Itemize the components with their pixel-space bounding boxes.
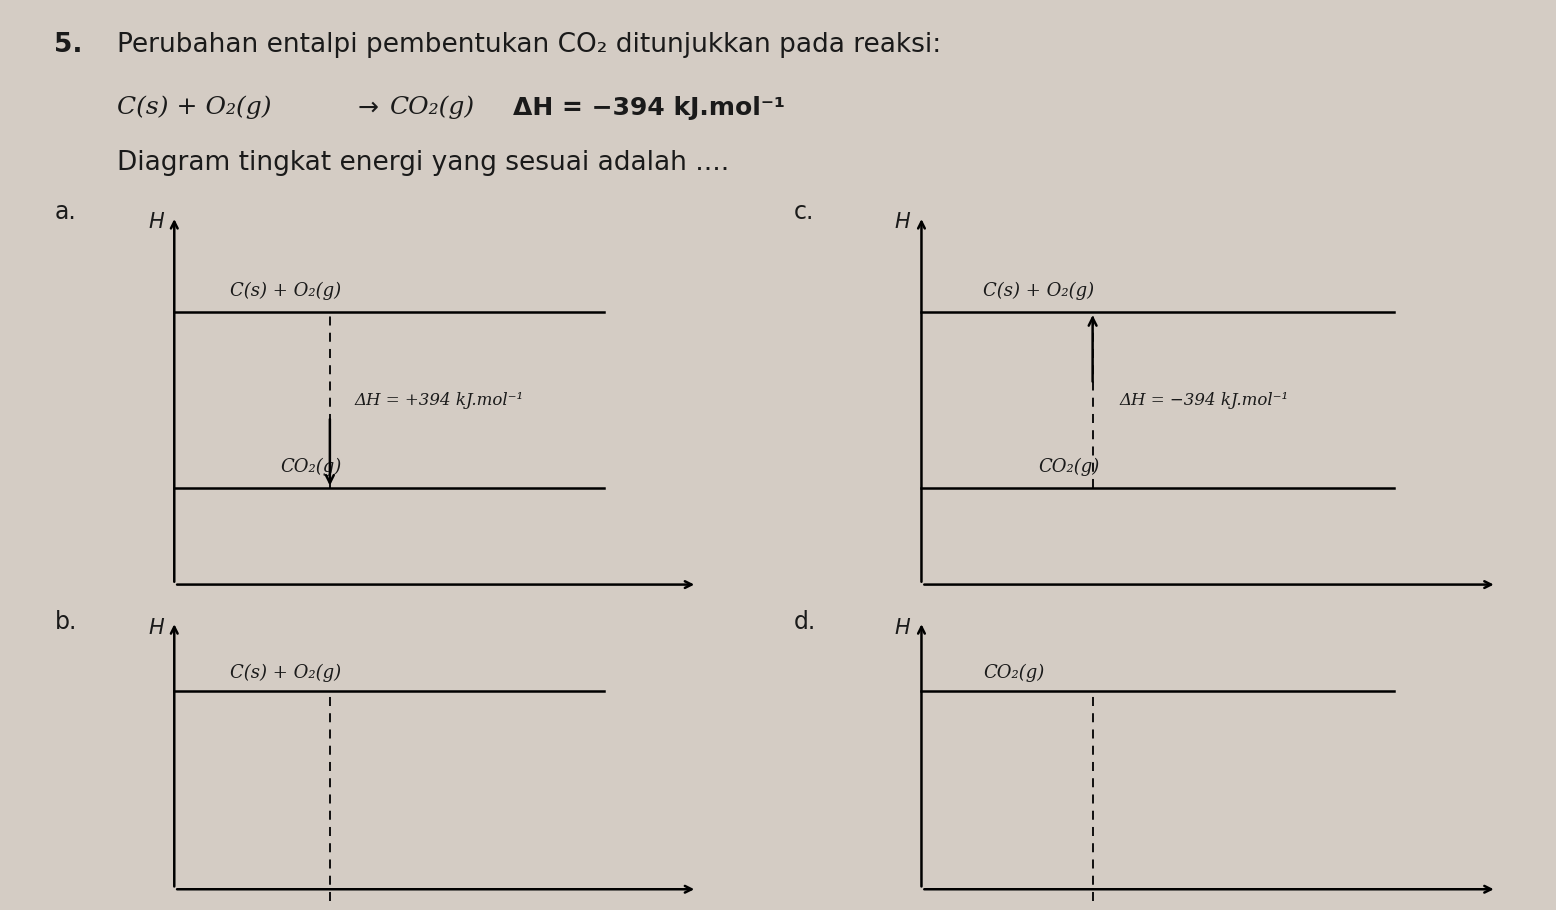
Text: d.: d. [794,610,815,633]
Text: CO₂(g): CO₂(g) [983,664,1044,682]
Text: b.: b. [54,610,76,633]
Text: $H$: $H$ [148,619,165,639]
Text: $H$: $H$ [148,212,165,232]
Text: c.: c. [794,200,814,224]
Text: C(s) + O₂(g): C(s) + O₂(g) [230,282,341,300]
Text: →: → [358,96,378,119]
Text: $H$: $H$ [895,212,912,232]
Text: $H$: $H$ [895,619,912,639]
Text: C(s) + O₂(g): C(s) + O₂(g) [230,664,341,682]
Text: CO₂(g): CO₂(g) [389,96,475,119]
Text: C(s) + O₂(g): C(s) + O₂(g) [117,96,271,119]
Text: ΔH = −394 kJ.mol⁻¹: ΔH = −394 kJ.mol⁻¹ [513,96,786,119]
Text: Perubahan entalpi pembentukan CO₂ ditunjukkan pada reaksi:: Perubahan entalpi pembentukan CO₂ ditunj… [117,32,941,58]
Text: ΔH = +394 kJ.mol⁻¹: ΔH = +394 kJ.mol⁻¹ [355,392,524,409]
Text: CO₂(g): CO₂(g) [280,459,341,477]
Text: CO₂(g): CO₂(g) [1038,459,1099,477]
Text: a.: a. [54,200,76,224]
Text: Diagram tingkat energi yang sesuai adalah ....: Diagram tingkat energi yang sesuai adala… [117,150,728,177]
Text: ΔH = −394 kJ.mol⁻¹: ΔH = −394 kJ.mol⁻¹ [1120,392,1288,409]
Text: C(s) + O₂(g): C(s) + O₂(g) [983,282,1094,300]
Text: 5.: 5. [54,32,82,58]
